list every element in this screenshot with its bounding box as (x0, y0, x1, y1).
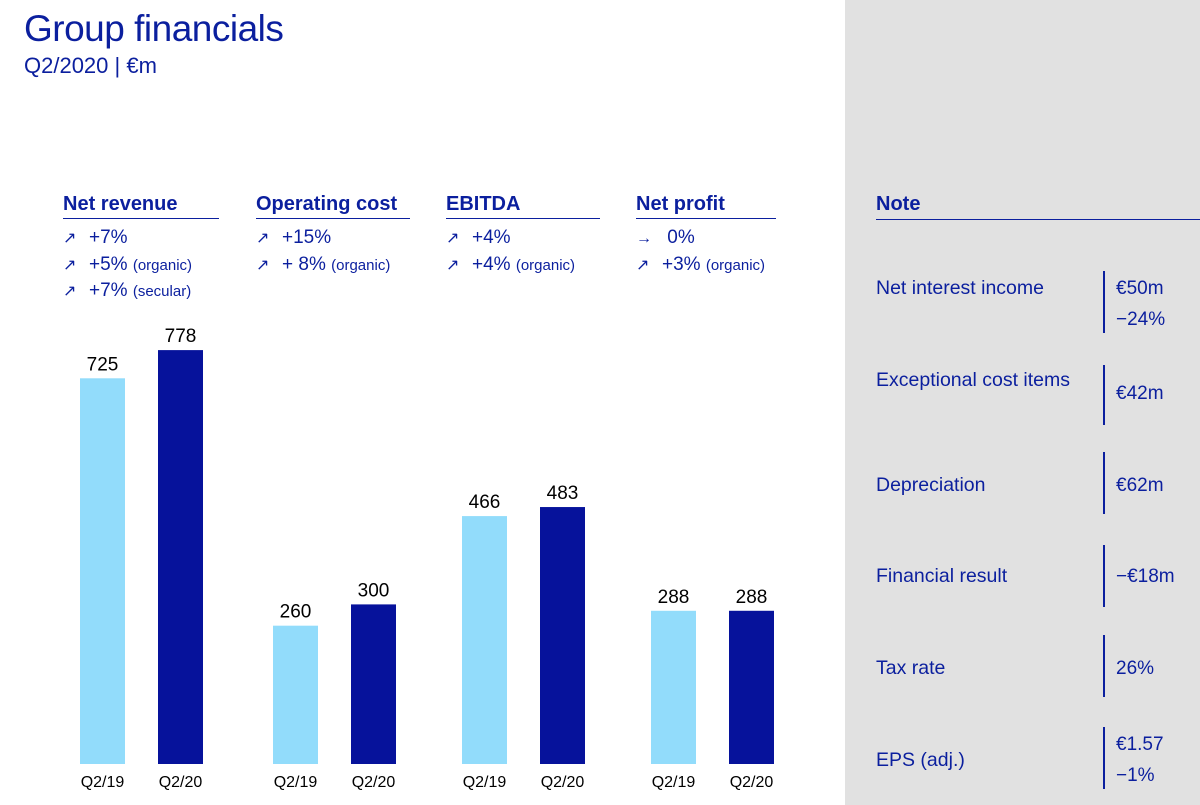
note-value: −1% (1116, 765, 1155, 786)
note-divider (1103, 545, 1105, 607)
kpi-line: ↗ +3% (organic) (636, 252, 776, 279)
bar-ebitda-q2-19 (462, 516, 507, 764)
x-tick-label: Q2/20 (541, 774, 585, 791)
trend-arrow-icon: ↗ (636, 256, 650, 274)
kpi-value: +7% (89, 227, 128, 248)
x-tick-label: Q2/19 (652, 774, 696, 791)
note-label: Exceptional cost items (876, 369, 1071, 391)
kpi-value: +5% (89, 253, 128, 275)
kpi-operating-cost: Operating cost ↗ +15% ↗ + 8% (organic) (256, 193, 410, 278)
bar-value-label: 288 (658, 587, 690, 608)
x-tick-label: Q2/19 (81, 774, 125, 791)
trend-arrow-icon: → (636, 230, 652, 247)
trend-arrow-icon: ↗ (446, 256, 460, 274)
notes-panel: Note Net interest income €50m −24% Excep… (845, 0, 1200, 805)
kpi-title: Net revenue (63, 193, 219, 219)
trend-arrow-icon: ↗ (256, 230, 270, 247)
kpi-net-profit: Net profit → 0% ↗ +3% (organic) (636, 193, 776, 278)
kpi-line: ↗ +5% (organic) (63, 252, 219, 279)
kpi-line: → 0% (636, 225, 776, 252)
bar-value-label: 466 (469, 492, 501, 513)
bar-operating-cost-q2-19 (273, 625, 318, 764)
note-value: −€18m (1116, 566, 1175, 587)
kpi-title: EBITDA (446, 193, 600, 219)
bar-value-label: 288 (736, 587, 768, 608)
note-value: −24% (1116, 309, 1166, 330)
kpi-note: (organic) (331, 256, 391, 274)
trend-arrow-icon: ↗ (446, 230, 460, 247)
kpi-title: Operating cost (256, 193, 410, 219)
trend-arrow-icon: ↗ (256, 256, 270, 274)
kpi-value: +7% (89, 280, 128, 301)
note-divider (1103, 452, 1105, 514)
page-title: Group financials (24, 8, 284, 49)
bar-operating-cost-q2-20 (351, 604, 396, 764)
note-value: €62m (1116, 475, 1164, 496)
x-tick-label: Q2/20 (730, 774, 774, 791)
trend-arrow-icon: ↗ (63, 230, 77, 247)
kpi-ebitda: EBITDA ↗ +4% ↗ +4% (organic) (446, 193, 600, 278)
note-divider (1103, 635, 1105, 697)
kpi-note: (secular) (132, 283, 192, 300)
kpi-net-revenue: Net revenue ↗ +7% ↗ +5% (organic) ↗ +7% (se… (63, 193, 219, 305)
bar-net-revenue-q2-20 (158, 350, 203, 764)
bar-value-label: 260 (280, 602, 312, 623)
note-values: €62m (1116, 470, 1164, 501)
bar-value-label: 778 (165, 326, 197, 347)
x-tick-label: Q2/19 (463, 774, 507, 791)
kpi-value: 0% (662, 227, 695, 248)
kpi-line: ↗ +15% (256, 225, 410, 252)
note-divider (1103, 727, 1105, 789)
kpi-note: (organic) (705, 256, 766, 274)
kpi-title: Net profit (636, 193, 776, 219)
note-label: Tax rate (876, 657, 946, 679)
kpi-line: ↗ + 8% (organic) (256, 252, 410, 279)
bar-net-profit-q2-19 (651, 610, 696, 764)
bar-net-profit-q2-20 (729, 610, 774, 764)
note-values: 26% (1116, 653, 1154, 684)
note-label: Depreciation (876, 474, 986, 496)
kpi-value: +4% (472, 253, 511, 275)
note-values: −€18m (1116, 561, 1175, 592)
note-label: Net interest income (876, 277, 1044, 299)
bar-value-label: 300 (358, 580, 390, 601)
kpi-note: (organic) (515, 256, 576, 274)
x-tick-label: Q2/19 (274, 774, 318, 791)
note-value: €1.57 (1116, 734, 1164, 755)
kpi-value: +3% (662, 253, 701, 275)
kpi-value: +4% (472, 227, 511, 248)
note-values: €42m (1116, 378, 1164, 409)
kpi-note: (organic) (132, 256, 193, 274)
page-subtitle: Q2/2020 | €m (24, 53, 157, 78)
bar-value-label: 483 (547, 483, 579, 504)
kpi-line: ↗ +7% (63, 225, 219, 252)
kpi-line: ↗ +7% (secular) (63, 278, 219, 305)
bar-ebitda-q2-20 (540, 507, 585, 764)
notes-title: Note (876, 193, 1200, 220)
bar-chart: 725 Q2/19 778 Q2/20 260 Q2/19 300 Q2/20 466 Q2/19… (80, 326, 774, 791)
kpi-value: + 8% (282, 253, 326, 275)
kpi-line: ↗ +4% (organic) (446, 252, 600, 279)
note-values: €50m −24% (1116, 273, 1165, 335)
x-tick-label: Q2/20 (159, 774, 203, 791)
trend-arrow-icon: ↗ (63, 256, 77, 274)
kpi-value: +15% (282, 227, 332, 248)
bar-value-label: 725 (87, 354, 119, 375)
kpi-line: ↗ +4% (446, 225, 600, 252)
note-value: 26% (1116, 658, 1155, 679)
note-label: EPS (adj.) (876, 749, 965, 771)
note-value: €50m (1116, 278, 1164, 299)
bar-net-revenue-q2-19 (80, 378, 125, 764)
note-label: Financial result (876, 565, 1008, 587)
note-values: €1.57 −1% (1116, 729, 1164, 791)
note-divider (1103, 271, 1105, 333)
trend-arrow-icon: ↗ (63, 283, 77, 300)
x-tick-label: Q2/20 (352, 774, 396, 791)
note-divider (1103, 365, 1105, 425)
note-value: €42m (1116, 383, 1164, 404)
